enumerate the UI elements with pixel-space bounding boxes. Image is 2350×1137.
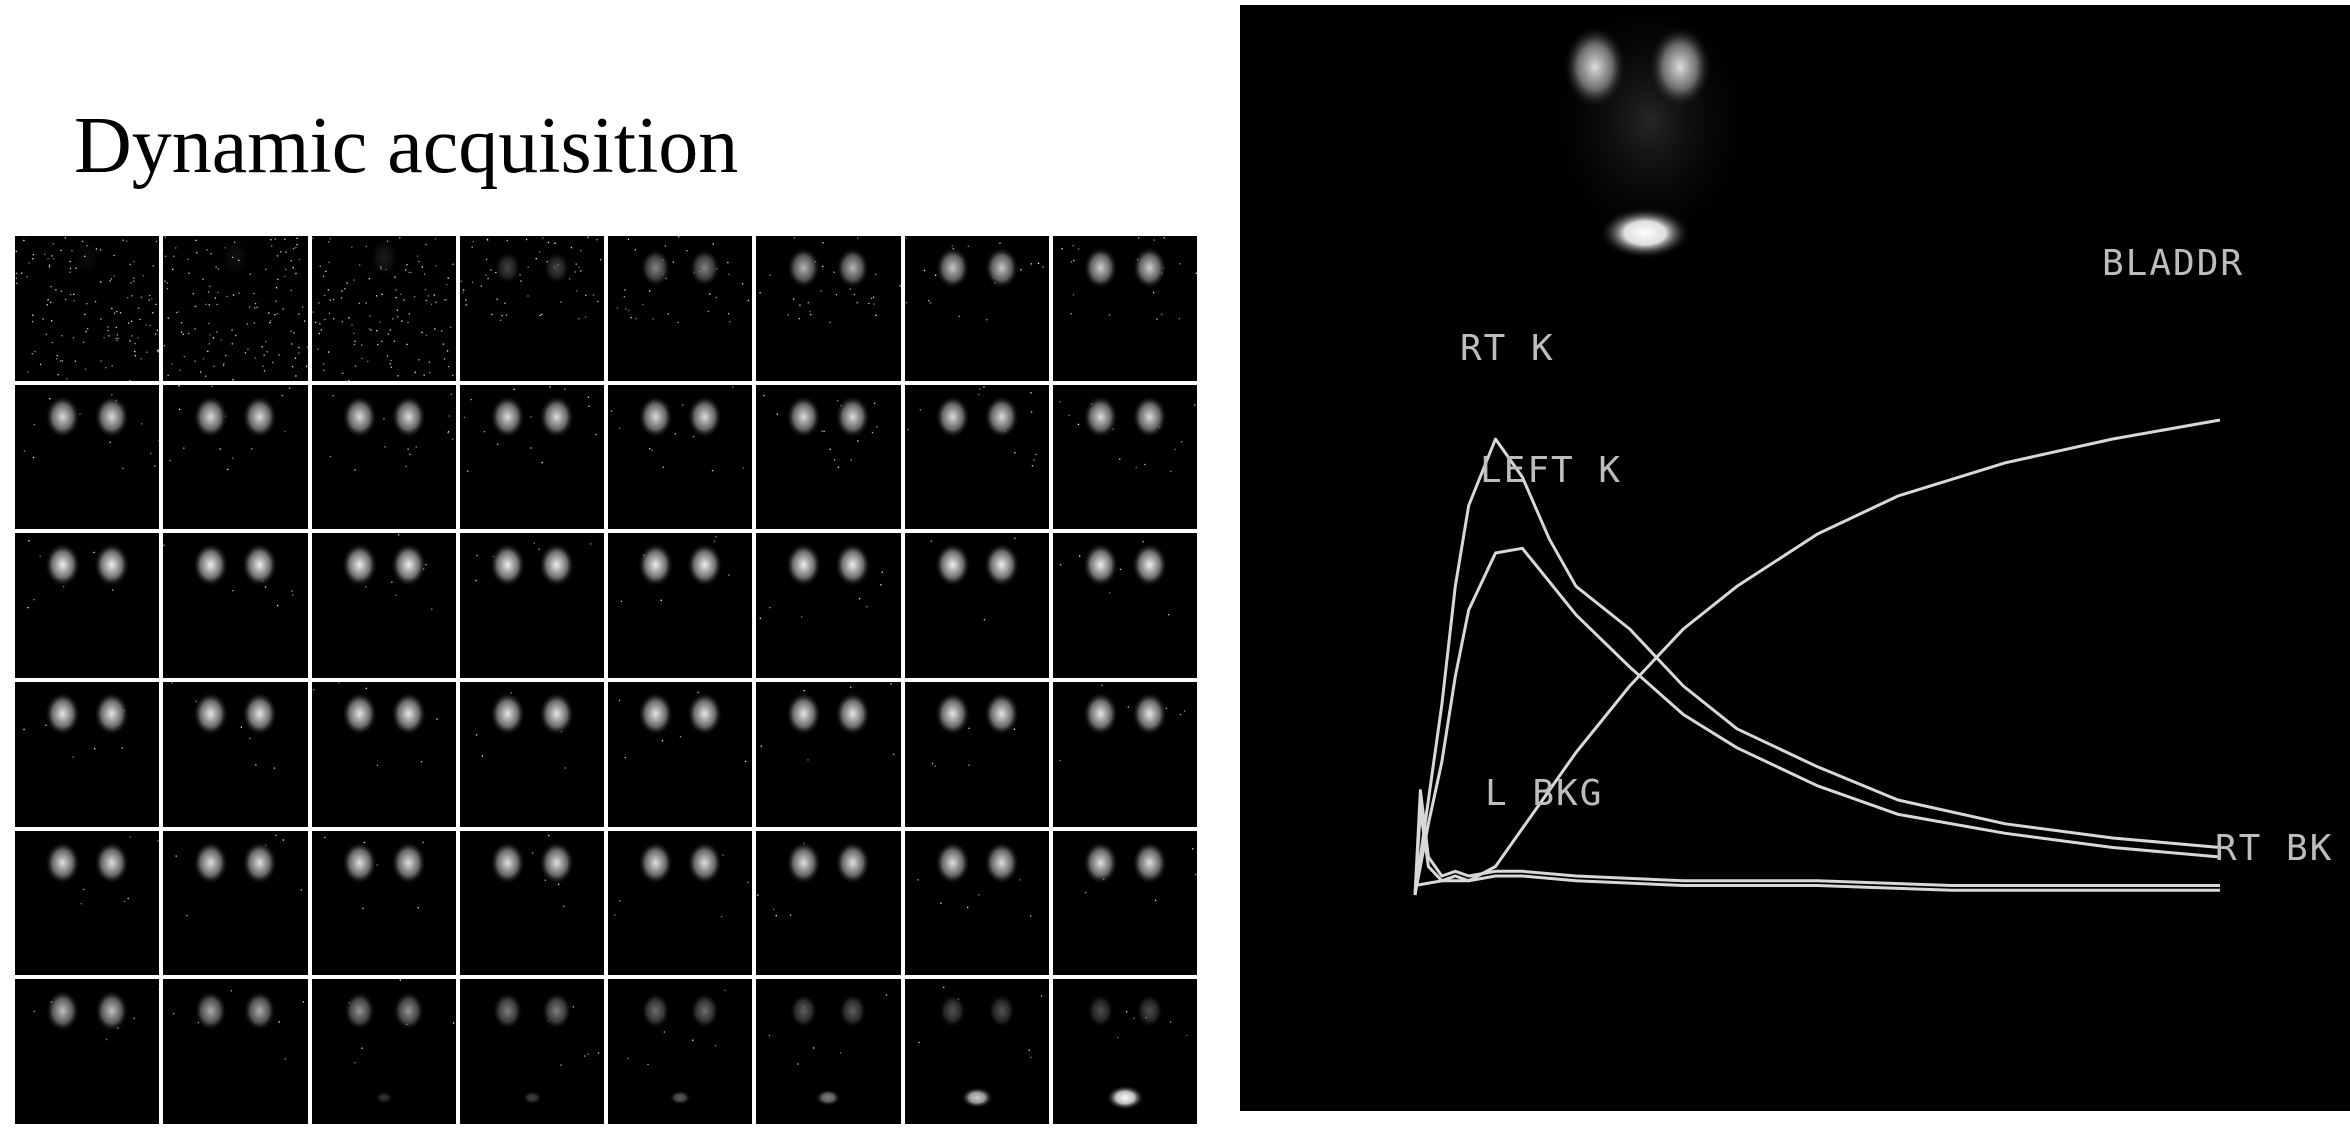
scan-frame: [459, 533, 604, 678]
scan-frame: [163, 236, 308, 381]
scan-frame: [163, 384, 308, 530]
label-l-bkg: L BKG: [1485, 773, 1603, 814]
scan-frame: [163, 830, 308, 976]
scan-frame: [1052, 236, 1197, 381]
scan-frame: [756, 830, 901, 976]
scan-frame: [608, 533, 753, 678]
scan-frame: [311, 236, 456, 381]
scan-frame: [904, 830, 1049, 976]
scan-frame: [311, 830, 456, 976]
scan-frame: [608, 236, 753, 381]
curve-bladdr: [1414, 418, 2221, 887]
curve-left-k: [1413, 546, 2221, 896]
slide-title: Dynamic acquisition: [74, 101, 739, 190]
scan-frame: [904, 979, 1049, 1124]
scan-frame: [15, 830, 160, 976]
scan-frame: [163, 533, 308, 678]
scan-frame: [459, 979, 604, 1124]
label-rt-k: RT K: [1460, 328, 1555, 369]
scan-frame: [15, 236, 160, 381]
scan-frame: [15, 979, 160, 1124]
scan-frame: [756, 236, 901, 381]
scan-frame: [311, 682, 456, 827]
scan-frame: [15, 384, 160, 530]
renogram-chart: RT K LEFT K BLADDR L BKG RT BK: [1413, 5, 2333, 896]
curve-l-bkg: [1413, 789, 2220, 896]
scan-frame: [756, 384, 901, 530]
scan-frame: [608, 682, 753, 827]
scan-frame: [459, 236, 604, 381]
scan-frame: [1052, 979, 1197, 1124]
scan-frame: [163, 682, 308, 827]
scan-frame: [608, 384, 753, 530]
label-bladdr: BLADDR: [2102, 243, 2244, 284]
scan-frame: [1052, 533, 1197, 678]
scan-frame: [1052, 384, 1197, 530]
scan-frame: [1052, 682, 1197, 827]
scan-frame: [311, 384, 456, 530]
label-rt-bk: RT BK: [2215, 828, 2333, 869]
scan-frame: [904, 682, 1049, 827]
scan-frame: [1052, 830, 1197, 976]
curve-rt-k: [1413, 437, 2221, 896]
label-left-k: LEFT K: [1480, 450, 1622, 491]
scan-frame: [756, 533, 901, 678]
summed-scan-image: [1540, 5, 1760, 270]
scan-frame: [756, 979, 901, 1124]
scan-frame: [459, 682, 604, 827]
scan-frame: [311, 533, 456, 678]
renogram-panel: RT K LEFT K BLADDR L BKG RT BK: [1240, 5, 2350, 1111]
scan-frame: [608, 979, 753, 1124]
scan-frame: [459, 384, 604, 530]
scan-frame: [15, 533, 160, 678]
scan-frame: [15, 682, 160, 827]
scan-frame: [904, 236, 1049, 381]
curve-rt-bk: [1413, 808, 2220, 896]
dynamic-frame-grid: [15, 236, 1197, 1124]
scan-frame: [608, 830, 753, 976]
scan-frame: [311, 979, 456, 1124]
scan-frame: [904, 384, 1049, 530]
scan-frame: [163, 979, 308, 1124]
scan-frame: [756, 682, 901, 827]
scan-frame: [904, 533, 1049, 678]
scan-frame: [459, 830, 604, 976]
